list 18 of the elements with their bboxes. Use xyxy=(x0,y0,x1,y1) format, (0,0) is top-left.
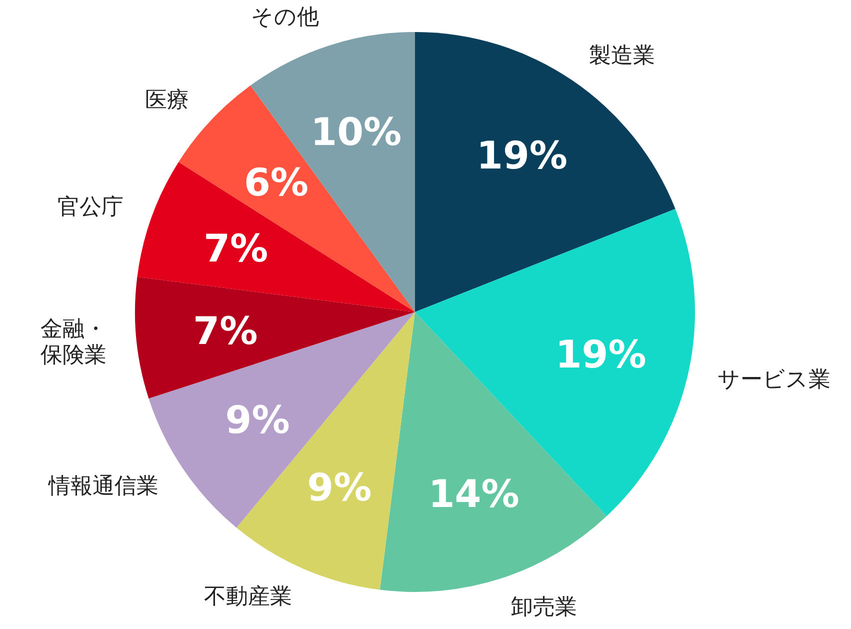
slice-label: 卸売業 xyxy=(510,594,577,620)
slice-label: その他 xyxy=(251,5,320,30)
data-label: 7% xyxy=(193,308,258,353)
slice-label: 金融・保険業 xyxy=(40,317,106,368)
data-label: 7% xyxy=(204,226,268,271)
data-label: 6% xyxy=(244,160,308,205)
data-label: 19% xyxy=(476,134,568,178)
slice-label: 医療 xyxy=(145,88,190,113)
data-label: 9% xyxy=(225,398,290,442)
slice-label: 情報通信業 xyxy=(48,474,159,500)
slice-label: サービス業 xyxy=(718,368,831,393)
slice-label: 不動産業 xyxy=(204,584,292,610)
slice-label: 官公庁 xyxy=(57,194,124,220)
data-label: 19% xyxy=(555,332,646,377)
data-label: 9% xyxy=(307,466,372,510)
data-label: 10% xyxy=(310,110,402,154)
data-label: 14% xyxy=(428,472,520,516)
slice-label: 製造業 xyxy=(589,44,656,69)
